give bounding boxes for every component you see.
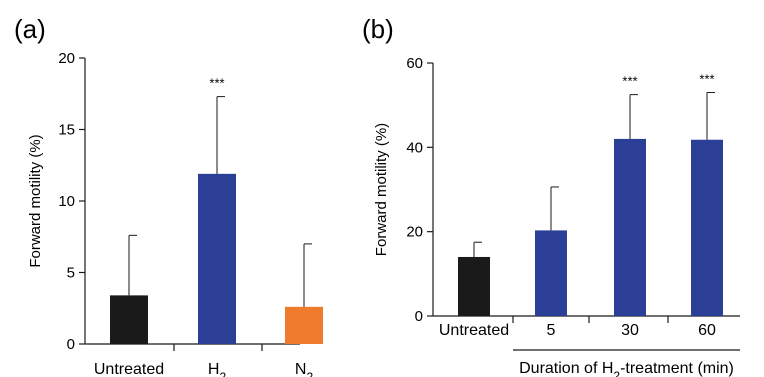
- bar: [691, 139, 723, 316]
- y-tick-label: 60: [406, 55, 423, 72]
- y-tick-label: 40: [406, 139, 423, 156]
- y-tick-label: 0: [67, 336, 75, 353]
- category-label: 30: [621, 322, 639, 339]
- category-label: Untreated: [94, 361, 164, 377]
- bar: [285, 306, 323, 344]
- panel-label: (b): [362, 14, 394, 44]
- y-tick-label: 15: [58, 122, 75, 139]
- bar: [458, 256, 490, 316]
- category-label: 5: [547, 322, 556, 339]
- group-label: Duration of H2-treatment (min): [519, 360, 734, 377]
- y-tick-label: 20: [406, 224, 423, 241]
- category-label: 60: [698, 322, 716, 339]
- bar: [535, 230, 567, 316]
- y-tick-label: 20: [58, 50, 75, 67]
- bar: [198, 173, 236, 344]
- panel-label: (a): [14, 14, 46, 44]
- y-tick-label: 0: [415, 308, 423, 325]
- y-tick-label: 10: [58, 193, 75, 210]
- significance-label: ***: [699, 72, 714, 87]
- panel-b: (b) Forward motility (%) 0 20 40 60 Untreated 5…: [362, 14, 740, 377]
- y-axis-title: Forward motility (%): [373, 123, 390, 256]
- category-label: N2: [295, 361, 314, 377]
- significance-label: ***: [622, 74, 637, 89]
- category-label: Untreated: [439, 322, 509, 339]
- bar: [110, 295, 148, 344]
- y-tick-label: 5: [67, 265, 75, 282]
- category-label: H2: [208, 361, 227, 377]
- bar: [614, 138, 646, 316]
- y-axis-title: Forward motility (%): [27, 134, 44, 267]
- panel-a: (a) Forward motility (%) 0 5 10 15 20 Untreated…: [14, 14, 323, 377]
- significance-label: ***: [209, 76, 224, 91]
